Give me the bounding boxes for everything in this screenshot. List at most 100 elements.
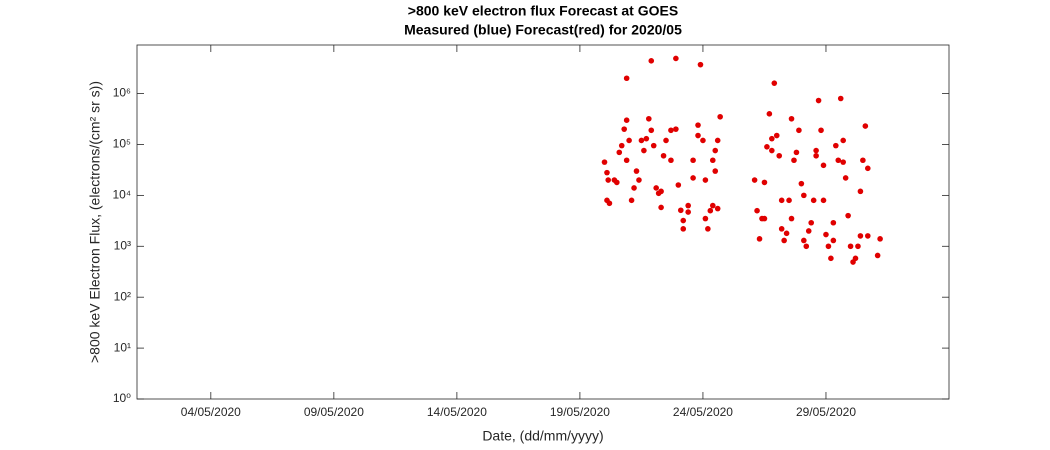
data-point — [855, 243, 861, 250]
data-point — [702, 215, 709, 222]
data-point — [769, 135, 775, 142]
data-point — [842, 175, 849, 181]
data-point — [798, 180, 805, 187]
data-point — [845, 212, 851, 219]
data-point — [648, 127, 655, 134]
data-point — [791, 157, 797, 164]
data-point — [623, 75, 630, 82]
data-point — [690, 175, 696, 181]
data-point — [776, 152, 783, 159]
data-point — [837, 95, 844, 102]
y-tick-label: 10⁶ — [113, 86, 131, 100]
data-point — [788, 115, 795, 122]
data-point — [773, 132, 780, 139]
data-point — [815, 97, 822, 104]
data-point — [813, 147, 819, 154]
data-point — [766, 111, 773, 117]
data-point — [673, 126, 679, 132]
data-point — [673, 55, 679, 62]
data-point — [709, 202, 716, 209]
data-point — [631, 185, 637, 191]
data-point — [675, 182, 682, 188]
data-point — [677, 207, 684, 214]
data-point — [717, 113, 723, 120]
data-point — [660, 152, 667, 159]
data-point — [695, 132, 701, 139]
data-point — [638, 137, 645, 144]
y-tick-label: 10³ — [114, 238, 131, 252]
data-point — [830, 219, 837, 226]
data-point — [633, 168, 640, 174]
data-point — [828, 255, 834, 262]
data-point — [801, 192, 807, 199]
data-point — [705, 226, 711, 232]
data-point — [623, 157, 630, 164]
x-tick-label: 04/05/2020 — [181, 405, 241, 419]
x-axis-label: Date, (dd/mm/yyyy) — [482, 428, 603, 444]
data-point — [808, 219, 815, 226]
data-point — [668, 157, 674, 164]
data-point — [626, 137, 632, 144]
data-point — [643, 135, 650, 142]
data-point — [680, 217, 687, 224]
data-point — [653, 185, 659, 191]
data-point — [778, 197, 785, 204]
data-point — [801, 237, 807, 244]
y-tick-label: 10⁵ — [113, 137, 131, 151]
data-point — [614, 179, 620, 186]
data-point — [707, 207, 714, 214]
plot-frame — [136, 44, 950, 400]
data-point — [825, 243, 832, 250]
data-point — [761, 179, 768, 186]
data-point — [786, 197, 792, 204]
y-tick-label: 10⁴ — [112, 188, 131, 202]
data-point — [709, 157, 716, 164]
data-point — [803, 243, 810, 250]
data-point — [697, 61, 704, 68]
data-point — [778, 226, 785, 232]
data-point — [658, 204, 664, 211]
data-point — [877, 236, 883, 242]
data-point — [805, 228, 812, 234]
data-point — [796, 127, 802, 134]
data-point — [605, 177, 612, 183]
data-point — [623, 117, 630, 123]
data-point — [860, 157, 866, 164]
data-point — [636, 177, 642, 183]
data-point — [712, 147, 719, 154]
data-point — [714, 137, 721, 144]
chart-subtitle: Measured (blue) Forecast(red) for 2020/0… — [404, 22, 682, 38]
data-point — [862, 123, 869, 129]
y-tick-label: 10² — [114, 289, 131, 303]
data-point — [852, 255, 859, 262]
x-tick-label: 09/05/2020 — [304, 405, 364, 419]
data-point — [606, 200, 613, 207]
data-point — [810, 197, 817, 204]
y-axis-label: >800 keV Electron Flux, (electrons/(cm² … — [87, 81, 103, 363]
data-point — [756, 236, 763, 242]
y-tick-label: 10⁰ — [113, 391, 131, 405]
data-point — [783, 230, 790, 237]
data-point — [818, 127, 824, 134]
data-point — [781, 237, 787, 244]
data-point — [835, 157, 842, 164]
data-point — [840, 137, 846, 144]
data-point — [695, 122, 701, 128]
x-tick-label: 29/05/2020 — [796, 405, 856, 419]
data-point — [764, 144, 770, 150]
data-point — [604, 169, 610, 176]
data-point — [702, 177, 709, 183]
data-point — [658, 188, 664, 195]
data-point — [840, 159, 846, 165]
data-point — [668, 127, 674, 134]
x-tick-label: 24/05/2020 — [673, 405, 733, 419]
data-point — [830, 237, 837, 244]
data-point — [714, 205, 721, 212]
data-point — [700, 137, 706, 144]
x-tick-label: 19/05/2020 — [550, 405, 610, 419]
data-point — [813, 152, 819, 159]
data-point — [616, 149, 623, 156]
data-point — [646, 115, 652, 122]
data-point — [793, 149, 800, 156]
